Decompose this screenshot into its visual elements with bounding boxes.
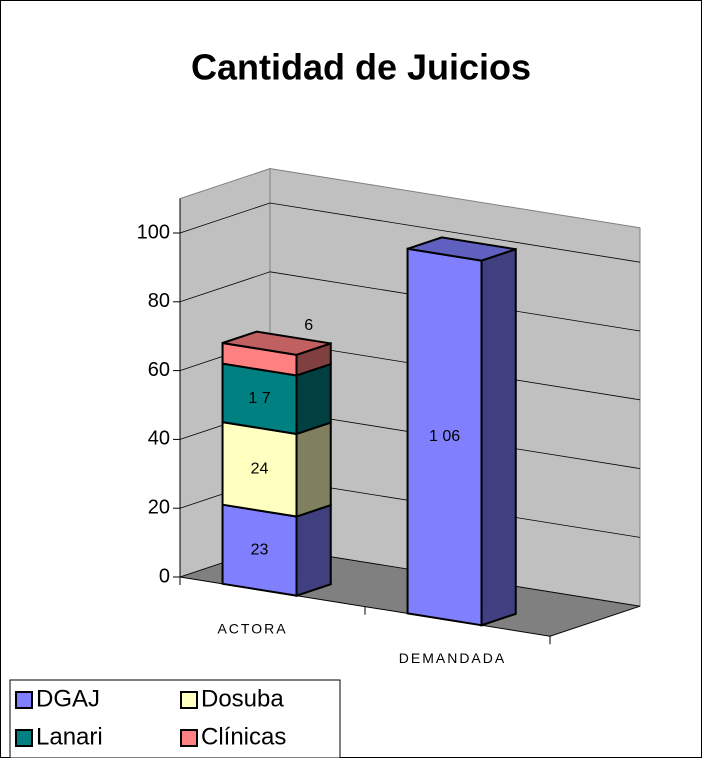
legend-swatch — [180, 729, 198, 747]
data-label: 6 — [304, 317, 313, 334]
legend-box — [9, 679, 341, 758]
data-label: 23 — [251, 541, 269, 558]
bar-top — [407, 236, 517, 262]
bar-side — [480, 247, 517, 627]
legend-label: Dosuba — [201, 685, 284, 712]
bar-side — [295, 421, 332, 518]
y-tick-label: 100 — [137, 221, 170, 243]
legend-swatch — [15, 729, 33, 747]
legend-label: Lanari — [36, 723, 103, 750]
y-tick-label: 0 — [159, 565, 170, 587]
y-tick-label: 20 — [148, 496, 170, 518]
grid-line — [179, 202, 641, 263]
x-tick-label: DEMANDADA — [399, 650, 506, 666]
legend-label: Clínicas — [201, 723, 286, 750]
chart-title: Cantidad de Juicios — [191, 47, 531, 88]
data-label: 24 — [251, 461, 269, 478]
data-label: 1 06 — [429, 428, 460, 445]
legend-swatch — [180, 691, 198, 709]
legend-label: DGAJ — [36, 685, 100, 712]
legend-swatch — [15, 691, 33, 709]
y-tick-label: 40 — [148, 428, 170, 450]
bar-side — [295, 503, 332, 598]
y-tick-label: 60 — [148, 359, 170, 381]
x-tick-label: ACTORA — [217, 621, 287, 637]
y-tick-label: 80 — [148, 290, 170, 312]
bar-top — [222, 330, 332, 356]
data-label: 1 7 — [248, 390, 270, 407]
